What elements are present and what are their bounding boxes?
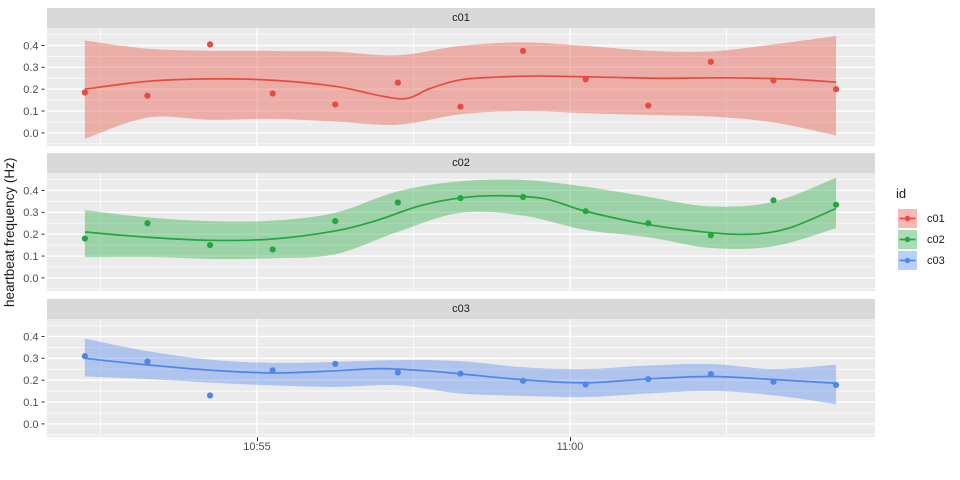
facet-panel-c03: 0.0 0.1 0.2 0.3 0.4 — [23, 319, 875, 437]
confidence-band — [84, 36, 837, 139]
legend-key-c02 — [898, 230, 917, 249]
x-axis-tick-mark — [256, 437, 258, 441]
panel-background — [47, 28, 875, 146]
legend-key-point — [904, 257, 911, 264]
data-point — [394, 199, 401, 206]
legend-label-c01: c01 — [927, 212, 945, 225]
x-axis-tick-label: 11:00 — [556, 441, 584, 453]
y-tick-label: 0.0 — [23, 128, 38, 140]
data-point — [582, 208, 589, 215]
data-point — [81, 235, 88, 242]
data-point — [519, 47, 527, 55]
facet-strip-c01: c01 — [47, 8, 875, 28]
data-point — [394, 369, 401, 376]
data-point — [832, 381, 840, 389]
legend-key-c03 — [898, 251, 917, 270]
data-point — [832, 201, 840, 208]
legend-entry-c02: c02 — [898, 230, 945, 249]
data-point — [206, 392, 214, 399]
facet-panel-c02: 0.0 0.1 0.2 0.3 0.4 — [23, 173, 875, 291]
legend-key-point — [904, 215, 911, 222]
y-tick-label: 0.0 — [23, 273, 38, 285]
facet-strip-c02: c02 — [47, 153, 875, 173]
data-point — [770, 77, 777, 84]
data-point — [770, 197, 777, 204]
x-axis-tick-label: 10:55 — [243, 441, 271, 453]
legend-key-c01 — [898, 209, 917, 228]
data-point — [582, 76, 589, 83]
legend-entry-c01: c01 — [898, 209, 945, 228]
y-tick-label: 0.1 — [23, 251, 38, 263]
y-tick-label: 0.4 — [23, 185, 38, 197]
data-point — [645, 220, 652, 227]
legend-key-point — [904, 236, 911, 243]
y-tick-label: 0.3 — [23, 207, 38, 219]
legend: id c01 c02 c03 — [894, 186, 945, 272]
smooth-line — [84, 194, 837, 242]
data-point — [332, 217, 339, 225]
data-point — [707, 370, 714, 378]
data-point — [519, 193, 527, 201]
smooth-line — [84, 357, 837, 385]
data-point — [332, 101, 339, 108]
data-point — [645, 102, 652, 109]
y-tick-label: 0.4 — [23, 331, 38, 343]
data-point — [457, 370, 464, 377]
facet-strip-label-c02: c02 — [452, 157, 470, 169]
y-tick-label: 0.1 — [23, 397, 38, 409]
panel-background — [47, 173, 875, 291]
y-tick-label: 0.2 — [23, 229, 38, 241]
x-axis-tick-mark — [569, 437, 571, 441]
y-tick-label: 0.1 — [23, 106, 38, 118]
data-point — [519, 377, 527, 384]
y-tick-label: 0.2 — [23, 84, 38, 96]
data-point — [394, 79, 401, 86]
facet-panel-c01: 0.0 0.1 0.2 0.3 0.4 — [23, 28, 875, 146]
data-point — [707, 58, 714, 65]
data-point — [582, 381, 589, 388]
legend-label-c02: c02 — [927, 233, 945, 246]
data-point — [81, 353, 88, 360]
data-point — [707, 232, 714, 239]
y-tick-label: 0.0 — [23, 419, 38, 431]
legend-entry-c03: c03 — [898, 251, 945, 270]
legend-title: id — [896, 186, 907, 201]
data-point — [770, 378, 777, 385]
data-point — [832, 86, 840, 93]
data-point — [645, 375, 652, 383]
data-point — [457, 195, 464, 202]
data-point — [144, 358, 151, 365]
smooth-line — [84, 75, 837, 100]
data-point — [457, 103, 464, 110]
data-point — [144, 220, 151, 227]
data-point — [332, 360, 339, 367]
y-tick-label: 0.2 — [23, 375, 38, 387]
facet-strip-label-c03: c03 — [452, 303, 470, 315]
data-point — [206, 242, 214, 249]
facet-strip-c03: c03 — [47, 299, 875, 319]
data-point — [269, 90, 276, 97]
y-tick-label: 0.3 — [23, 353, 38, 365]
y-tick-label: 0.4 — [23, 40, 38, 52]
data-point — [269, 246, 276, 253]
y-tick-label: 0.3 — [23, 62, 38, 74]
data-point — [269, 367, 276, 374]
legend-label-c03: c03 — [927, 254, 945, 267]
data-point — [144, 92, 151, 99]
facet-strip-label-c01: c01 — [452, 12, 470, 24]
data-point — [206, 41, 214, 48]
data-point — [81, 89, 88, 96]
